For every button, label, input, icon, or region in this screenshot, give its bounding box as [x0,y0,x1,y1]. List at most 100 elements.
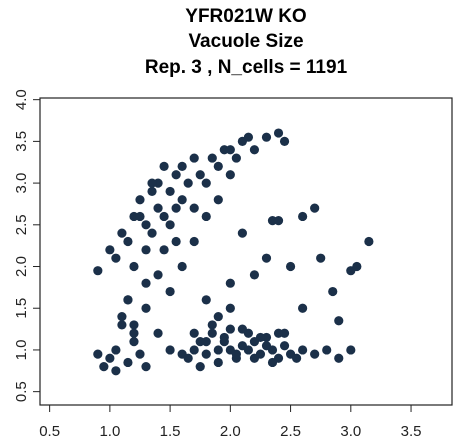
point [111,253,121,263]
point [261,132,272,142]
x-tick-label: 3.0 [340,423,361,440]
point [261,341,272,351]
point [135,195,145,205]
point [207,328,217,338]
point [171,236,181,247]
point [99,362,109,372]
y-tick-label: 2.5 [13,214,30,235]
point [117,311,127,322]
point [147,186,157,197]
point [255,332,266,343]
point [334,353,344,363]
chart-title: YFR021W KO [185,6,306,27]
point [195,170,205,180]
point [129,328,139,338]
x-tick-label: 2.5 [280,423,301,440]
point [322,345,332,355]
point [279,341,290,351]
point [225,145,235,155]
point [183,353,193,363]
point [364,236,374,247]
point [147,228,157,238]
point [189,236,199,247]
point [201,336,211,347]
point [231,153,241,163]
point [123,357,133,368]
point [298,211,308,222]
point [123,295,133,305]
point [225,170,235,180]
point [225,303,235,313]
point [207,320,217,330]
point [117,228,127,238]
point [147,178,157,188]
chart-title: Vacuole Size [188,31,303,52]
point [316,253,326,263]
point [261,253,272,263]
point [267,357,278,368]
y-tick-label: 0.5 [13,381,30,402]
point [141,220,151,230]
y-tick-label: 1.0 [13,340,30,361]
point [123,236,133,247]
point [141,362,151,372]
point [213,161,223,172]
plot-frame [39,97,453,406]
point [189,203,199,213]
point [141,245,151,255]
point [346,345,356,355]
point [285,261,296,272]
y-tick-label: 2.0 [13,256,30,277]
point [177,195,187,205]
point [201,178,211,188]
point [177,161,187,172]
x-tick-label: 1.0 [99,423,120,440]
point [159,161,169,172]
point [195,362,205,372]
x-tick-label: 0.5 [39,423,60,440]
point [189,153,199,163]
point [291,353,302,363]
point [237,324,247,334]
point [135,349,145,359]
point [171,170,181,180]
point [249,145,260,155]
point [141,278,151,288]
point [310,203,320,213]
point [237,228,247,238]
chart-title: Rep. 3 , N_cells = 1191 [145,57,348,78]
point [249,270,260,280]
point [93,266,103,276]
y-tick-label: 3.5 [13,131,30,152]
point [165,345,175,355]
point [153,270,163,280]
point [243,132,254,142]
point [213,345,223,355]
point [135,211,145,222]
point [153,328,163,338]
point [165,186,175,197]
point [328,286,338,297]
point [201,211,211,222]
point [249,353,260,363]
point [129,320,139,330]
y-tick-label: 1.5 [13,298,30,319]
x-tick-label: 2.0 [220,423,241,440]
point [219,336,229,347]
point [171,203,181,213]
point [105,245,115,255]
point [273,128,284,138]
point [129,261,139,272]
x-tick-label: 3.5 [401,423,422,440]
point [201,295,211,305]
point [141,303,151,313]
point [310,349,320,359]
point [165,286,175,297]
point [153,203,163,213]
point [298,345,308,355]
y-tick-label: 4.0 [13,89,30,110]
point [111,366,121,376]
point [159,211,169,222]
